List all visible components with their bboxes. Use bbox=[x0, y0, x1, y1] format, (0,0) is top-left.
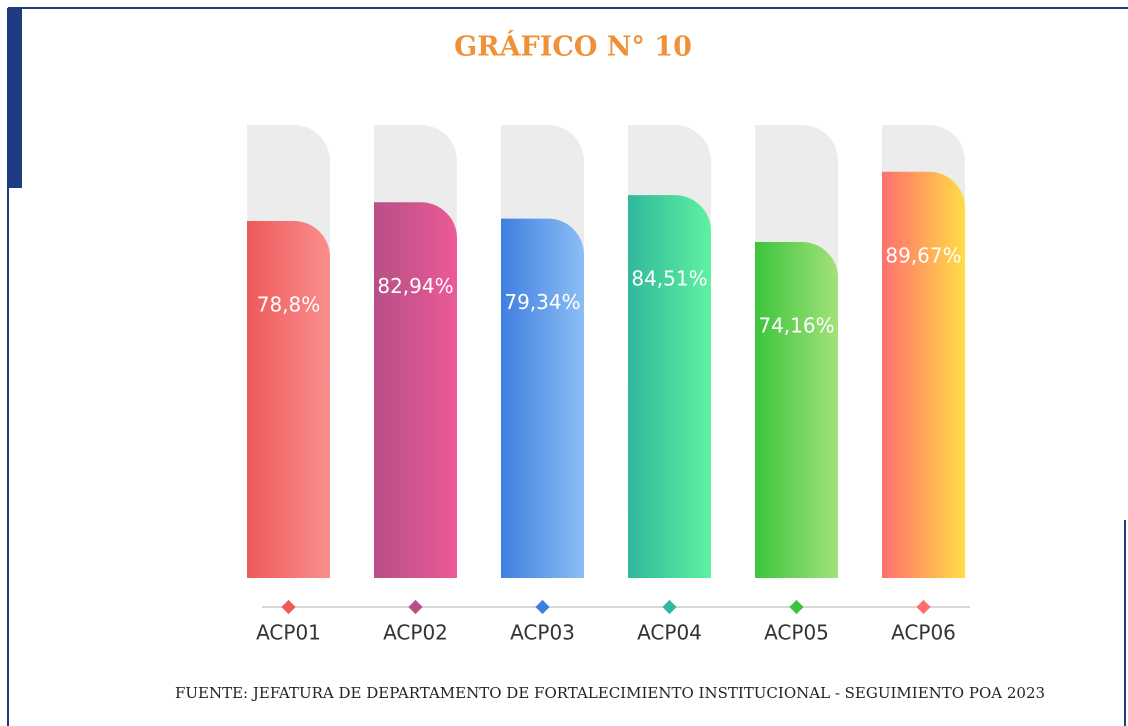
x-tick-label: ACP03 bbox=[510, 621, 575, 645]
legend-diamond bbox=[916, 599, 931, 615]
legend-diamond bbox=[281, 599, 296, 615]
legend-diamond bbox=[535, 599, 550, 615]
value-label: 79,34% bbox=[504, 290, 580, 314]
source-note: FUENTE: JEFATURA DE DEPARTAMENTO DE FORT… bbox=[175, 684, 1045, 702]
bar bbox=[628, 195, 711, 579]
x-tick-label: ACP05 bbox=[764, 621, 829, 645]
x-tick-label: ACP04 bbox=[637, 621, 702, 645]
value-label: 89,67% bbox=[885, 243, 961, 267]
x-tick-label: ACP02 bbox=[383, 621, 448, 645]
legend-diamond bbox=[408, 599, 423, 615]
x-tick-label: ACP01 bbox=[256, 621, 321, 645]
value-label: 74,16% bbox=[758, 314, 834, 338]
bar bbox=[374, 202, 457, 578]
bar bbox=[501, 218, 584, 579]
value-label: 82,94% bbox=[377, 274, 453, 298]
frame-accent bbox=[8, 8, 22, 188]
bar bbox=[247, 221, 330, 578]
value-label: 84,51% bbox=[631, 267, 707, 291]
bar bbox=[755, 242, 838, 578]
value-label: 78,8% bbox=[257, 293, 321, 317]
bar bbox=[882, 171, 965, 578]
chart-title: GRÁFICO N° 10 bbox=[454, 30, 692, 63]
legend-diamond bbox=[662, 599, 677, 615]
legend-diamond bbox=[789, 599, 804, 615]
x-tick-label: ACP06 bbox=[891, 621, 956, 645]
